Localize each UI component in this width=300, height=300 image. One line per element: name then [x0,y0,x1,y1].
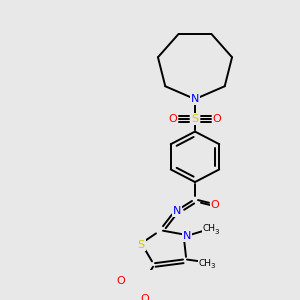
Text: O: O [211,200,219,211]
Text: N: N [183,231,191,241]
Text: S: S [191,114,199,124]
Text: CH: CH [199,259,212,268]
Text: O: O [169,114,177,124]
Text: CH: CH [202,224,215,233]
Text: S: S [137,240,145,250]
Text: O: O [213,114,221,124]
Text: O: O [141,294,149,300]
Text: N: N [173,206,181,216]
Text: N: N [191,94,199,104]
Text: 3: 3 [215,229,219,235]
Text: O: O [117,276,125,286]
Text: 3: 3 [211,263,215,269]
